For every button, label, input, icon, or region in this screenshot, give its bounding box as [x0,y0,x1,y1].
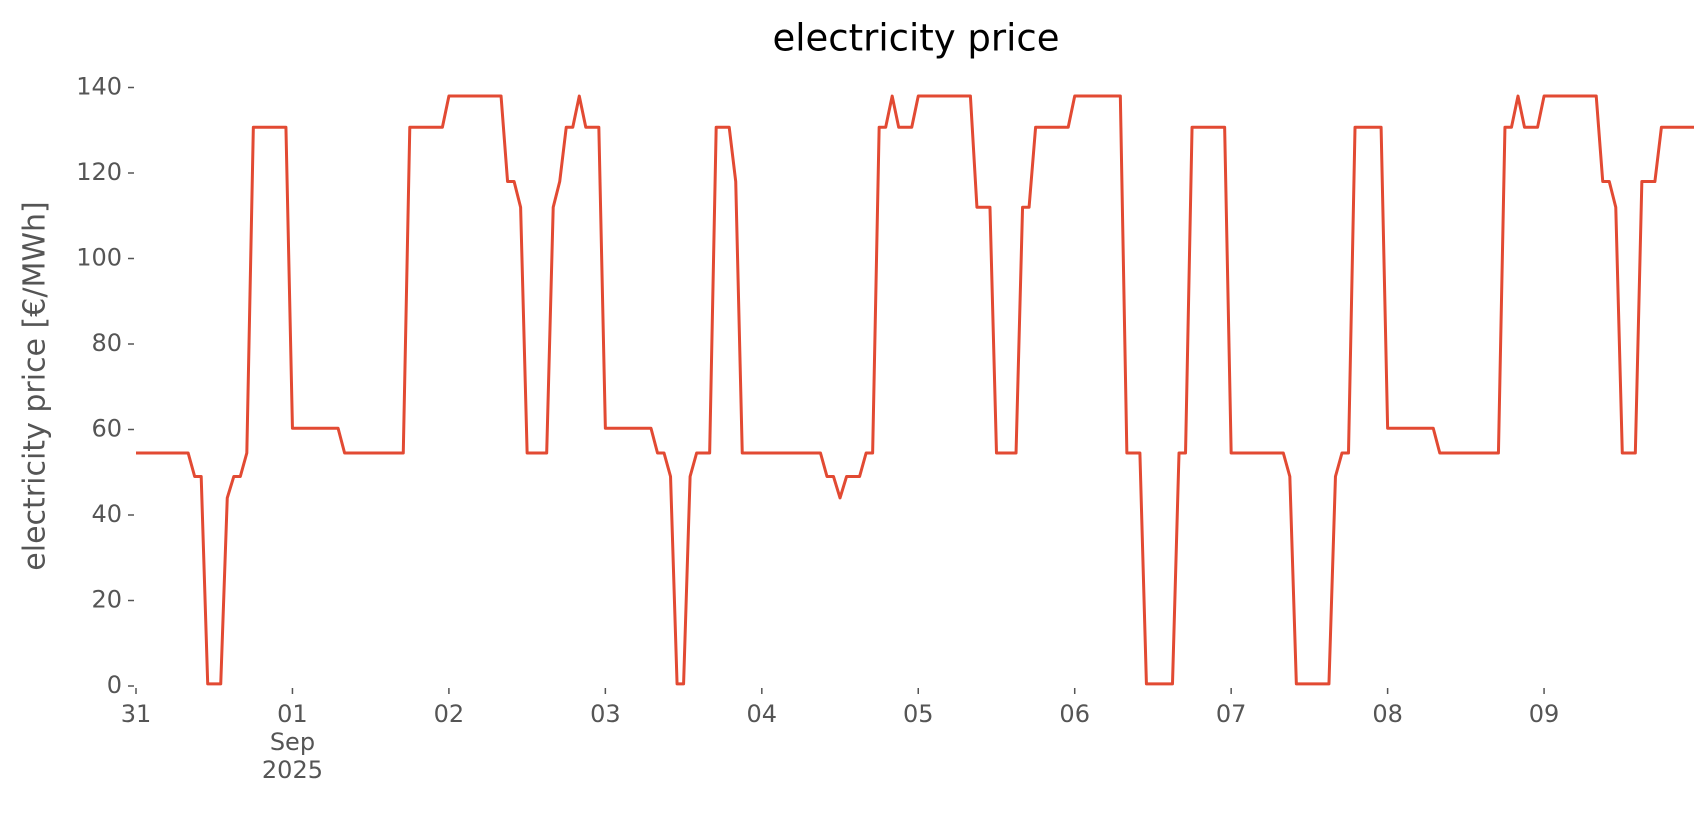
x-tick-label: 08 [1372,700,1403,728]
y-tick-label: 0 [107,671,122,699]
y-tick-label: 120 [76,158,122,186]
x-tick-label: 31 [120,700,152,728]
y-tick-label: 100 [76,244,122,272]
y-tick-label: 40 [91,500,122,528]
y-axis-label: electricity price [€/MWh] [18,201,53,570]
chart-title: electricity price [772,17,1059,60]
x-tick-label: 02 [433,700,465,728]
x-tick-label: 09 [1528,700,1560,728]
x-tick-label: 01 Sep 2025 [261,700,323,784]
x-tick-label: 03 [590,700,621,728]
x-tick-label: 07 [1215,700,1247,728]
y-tick-label: 20 [91,586,122,614]
price-line [136,94,1694,686]
y-tick-label: 140 [76,73,122,101]
x-tick-label: 05 [902,700,934,728]
y-tick-label: 80 [91,329,122,357]
x-tick-label: 04 [746,700,778,728]
y-tick-label: 60 [91,415,122,443]
x-tick-label: 06 [1059,700,1090,728]
